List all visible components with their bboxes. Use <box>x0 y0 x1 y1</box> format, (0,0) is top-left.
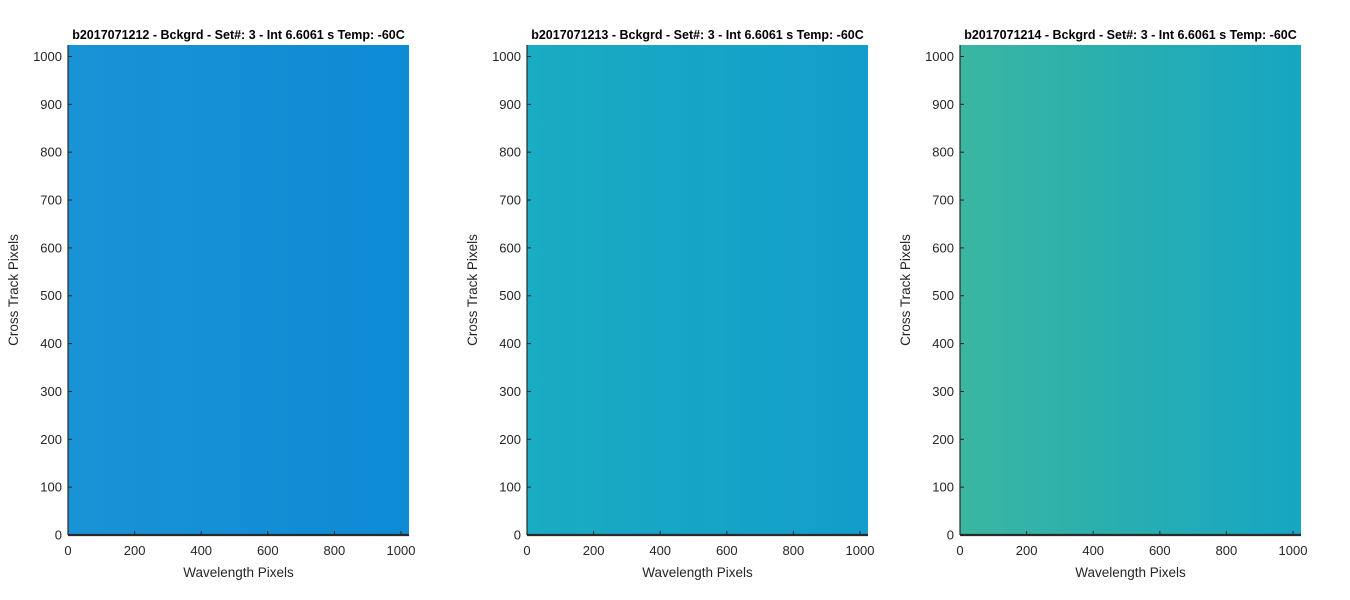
chart-title: b2017071214 - Bckgrd - Set#: 3 - Int 6.6… <box>964 28 1297 42</box>
y-tick-label: 700 <box>499 193 521 208</box>
y-tick-label: 100 <box>499 480 521 495</box>
x-axis-label: Wavelength Pixels <box>642 565 753 580</box>
y-tick-label: 900 <box>40 97 62 112</box>
y-tick-label: 500 <box>499 288 521 303</box>
x-tick-label: 400 <box>649 543 671 558</box>
y-tick-label: 600 <box>932 240 954 255</box>
x-axis-label: Wavelength Pixels <box>183 565 294 580</box>
x-axis-label: Wavelength Pixels <box>1075 565 1186 580</box>
heatmap-noise <box>527 45 868 535</box>
y-tick-label: 800 <box>932 145 954 160</box>
y-tick-label: 1000 <box>492 49 521 64</box>
heatmap-noise <box>960 45 1301 535</box>
y-tick-label: 1000 <box>33 49 62 64</box>
x-tick-label: 800 <box>1216 543 1238 558</box>
y-tick-label: 100 <box>932 480 954 495</box>
y-tick-label: 200 <box>932 432 954 447</box>
y-tick-label: 400 <box>499 336 521 351</box>
x-tick-label: 400 <box>1082 543 1104 558</box>
x-tick-label: 1000 <box>1279 543 1308 558</box>
heatmap-panel-2: 0 200 400 600 800 1000 0 100 200 300 400 500 600 700 8… <box>465 28 874 580</box>
x-tick-label: 600 <box>716 543 738 558</box>
heatmap-panel-1: 0 200 400 600 800 1000 0 100 200 300 400 500 600 700 8… <box>6 28 415 580</box>
x-tick-label: 1000 <box>387 543 416 558</box>
y-tick-label: 800 <box>499 145 521 160</box>
y-tick-label: 800 <box>40 145 62 160</box>
y-tick-label: 700 <box>40 193 62 208</box>
y-axis-label: Cross Track Pixels <box>898 234 913 346</box>
chart-title: b2017071212 - Bckgrd - Set#: 3 - Int 6.6… <box>72 28 405 42</box>
x-tick-label: 600 <box>257 543 279 558</box>
x-tick-label: 800 <box>783 543 805 558</box>
x-tick-label: 800 <box>324 543 346 558</box>
y-tick-label: 200 <box>40 432 62 447</box>
y-tick-label: 200 <box>499 432 521 447</box>
x-tick-label: 200 <box>124 543 146 558</box>
y-tick-label: 1000 <box>925 49 954 64</box>
y-axis-label: Cross Track Pixels <box>465 234 480 346</box>
x-tick-label: 200 <box>1016 543 1038 558</box>
y-tick-label: 300 <box>499 384 521 399</box>
y-tick-label: 600 <box>499 240 521 255</box>
y-tick-label: 300 <box>40 384 62 399</box>
y-tick-label: 0 <box>514 528 521 543</box>
y-tick-label: 400 <box>932 336 954 351</box>
y-tick-label: 600 <box>40 240 62 255</box>
chart-title: b2017071213 - Bckgrd - Set#: 3 - Int 6.6… <box>531 28 864 42</box>
y-tick-label: 400 <box>40 336 62 351</box>
heatmap-noise <box>68 45 409 535</box>
y-tick-label: 0 <box>55 528 62 543</box>
x-tick-label: 400 <box>190 543 212 558</box>
x-tick-label: 1000 <box>846 543 875 558</box>
heatmap-panel-3: 0 200 400 600 800 1000 0 100 200 300 400 500 600 700 8… <box>898 28 1307 580</box>
x-tick-label: 0 <box>956 543 963 558</box>
y-tick-label: 700 <box>932 193 954 208</box>
y-tick-label: 300 <box>932 384 954 399</box>
y-tick-label: 900 <box>932 97 954 112</box>
x-tick-label: 0 <box>64 543 71 558</box>
y-tick-label: 900 <box>499 97 521 112</box>
x-tick-label: 600 <box>1149 543 1171 558</box>
y-tick-label: 500 <box>932 288 954 303</box>
y-axis-label: Cross Track Pixels <box>6 234 21 346</box>
y-tick-label: 100 <box>40 480 62 495</box>
x-tick-label: 0 <box>523 543 530 558</box>
y-tick-label: 500 <box>40 288 62 303</box>
x-tick-label: 200 <box>583 543 605 558</box>
y-tick-label: 0 <box>947 528 954 543</box>
